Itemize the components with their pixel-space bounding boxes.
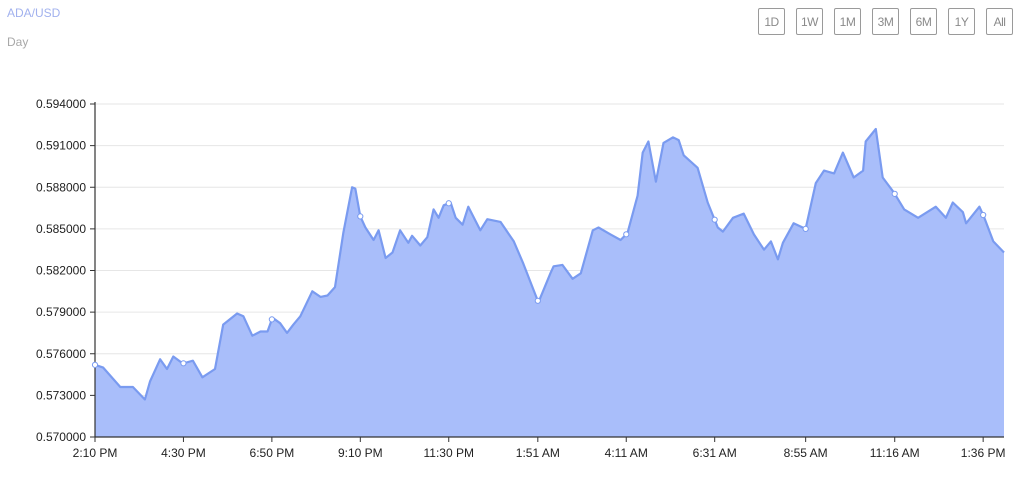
x-tick-label: 6:50 PM (250, 446, 295, 460)
price-area (95, 129, 1004, 437)
y-tick-label: 0.594000 (36, 97, 86, 111)
data-point-marker (891, 190, 898, 197)
y-tick-label: 0.588000 (36, 180, 86, 194)
data-point-marker (623, 231, 630, 238)
range-1w-button[interactable]: 1W (796, 8, 823, 35)
data-point-marker (711, 216, 718, 223)
data-point-marker (980, 211, 987, 219)
data-point-marker (802, 225, 809, 232)
data-point-marker (534, 297, 541, 304)
chart-title: ADA/USD (7, 6, 61, 20)
x-tick-label: 9:10 PM (338, 446, 383, 460)
y-tick-label: 0.585000 (36, 222, 86, 236)
data-point-marker (445, 200, 452, 207)
y-tick-label: 0.579000 (36, 305, 86, 319)
x-tick-label: 8:55 AM (784, 446, 828, 460)
x-tick-label: 4:11 AM (605, 446, 648, 460)
range-1d-button[interactable]: 1D (758, 8, 785, 35)
price-line (94, 127, 1005, 401)
range-1m-button[interactable]: 1M (834, 8, 861, 35)
range-all-button[interactable]: All (986, 8, 1013, 35)
y-tick-label: 0.582000 (36, 264, 86, 278)
x-tick-label: 1:51 AM (516, 446, 560, 460)
data-point-marker (180, 360, 187, 367)
y-tick-label: 0.570000 (36, 430, 86, 444)
x-tick-label: 1:36 PM (961, 446, 1006, 460)
y-tick-label: 0.573000 (36, 388, 86, 402)
y-tick-label: 0.591000 (36, 139, 86, 153)
interval-label: Day (7, 35, 29, 49)
x-tick-label: 11:16 AM (870, 446, 920, 460)
data-point-marker (91, 361, 99, 368)
data-point-marker (357, 213, 364, 220)
x-tick-label: 6:31 AM (693, 446, 737, 460)
range-selector: 1D 1W 1M 3M 6M 1Y All (758, 8, 1013, 35)
range-3m-button[interactable]: 3M (872, 8, 899, 35)
data-point-marker (268, 316, 275, 323)
x-tick-label: 11:30 PM (424, 446, 474, 460)
range-1y-button[interactable]: 1Y (948, 8, 975, 35)
x-tick-label: 4:30 PM (161, 446, 206, 460)
x-tick-label: 2:10 PM (73, 446, 118, 460)
range-6m-button[interactable]: 6M (910, 8, 937, 35)
y-tick-label: 0.576000 (36, 347, 86, 361)
